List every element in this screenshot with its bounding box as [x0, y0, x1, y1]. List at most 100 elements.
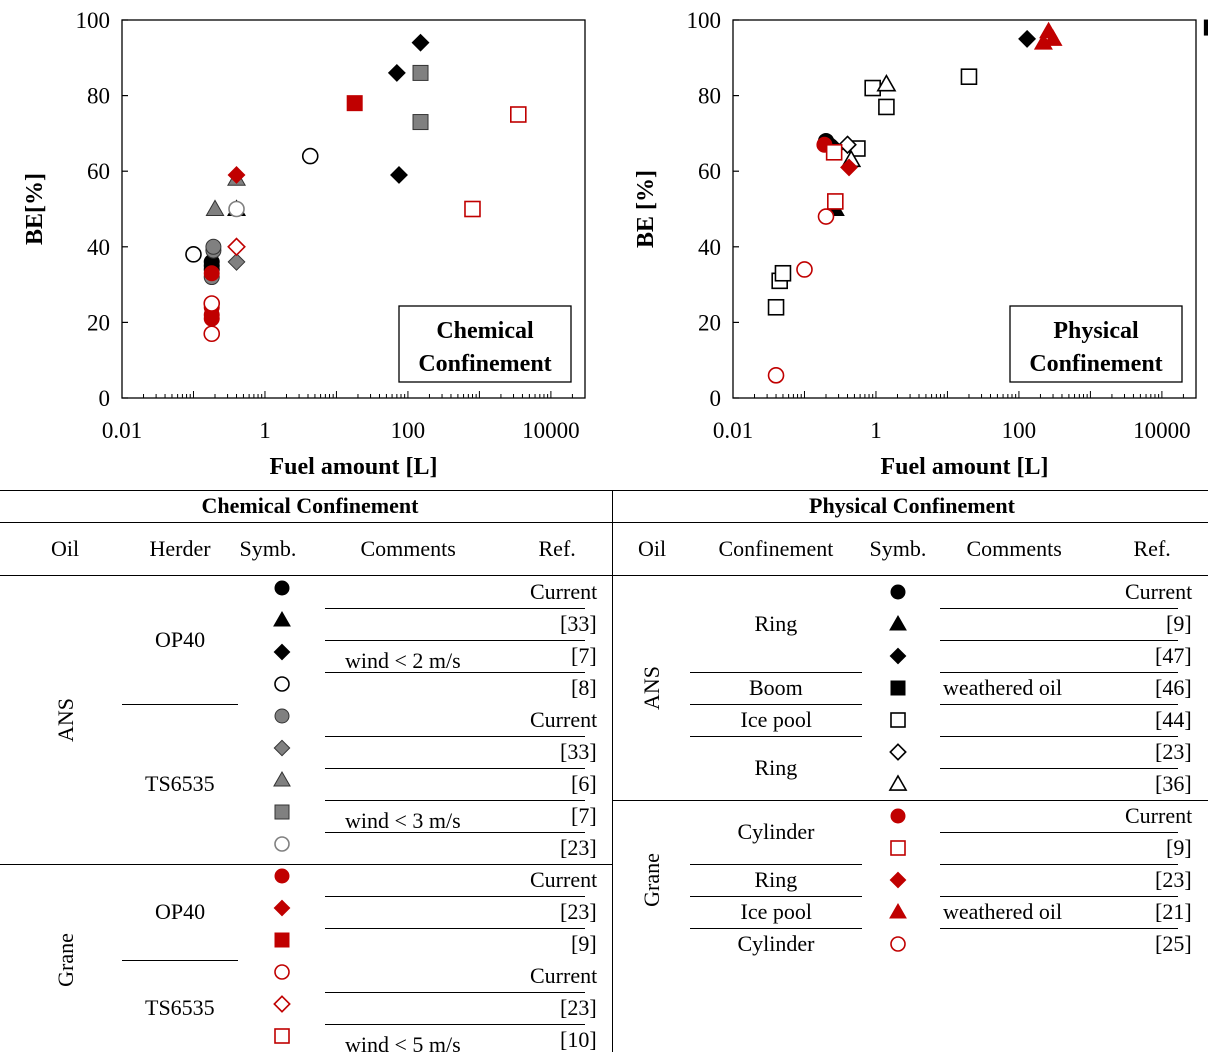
y-tick-label: 20: [87, 310, 110, 335]
data-point: [411, 33, 430, 52]
x-tick-label: 1: [870, 418, 882, 443]
symbol-mark: [274, 964, 290, 980]
confinement-label-line: Physical: [1053, 318, 1139, 344]
data-point: [203, 325, 221, 343]
y-tick-label: 40: [87, 235, 110, 260]
x-tick-label: 100: [1002, 418, 1037, 443]
comment: weathered oil: [943, 899, 1063, 924]
y-axis-label: BE[%]: [22, 173, 48, 245]
table-divider: [612, 490, 613, 1052]
symbol-diamond-open: [889, 743, 907, 761]
y-tick-label: 100: [76, 8, 111, 33]
data-point: [825, 144, 843, 161]
confinement-type: Ring: [754, 867, 798, 892]
symbol-mark: [273, 610, 291, 627]
ref: [47]: [1155, 643, 1192, 668]
confinement-label-line: Confinement: [1029, 351, 1162, 377]
herder-rule: [122, 960, 238, 961]
data-point: [228, 200, 245, 218]
oil-rule: [0, 864, 612, 865]
ref: [7]: [571, 803, 597, 828]
symbol-mark: [274, 836, 290, 852]
data-point: [878, 98, 895, 116]
symbol-diamond-filled: [273, 899, 291, 917]
ref: [6]: [571, 771, 597, 796]
row-rule: [325, 992, 585, 993]
ref: Current: [530, 867, 598, 892]
data-point: [227, 252, 246, 271]
data-point: [774, 264, 792, 282]
oil-name: Grane: [52, 933, 78, 987]
comment: wind < 3 m/s: [345, 808, 461, 833]
row-rule: [940, 608, 1178, 609]
y-tick-label: 60: [87, 159, 110, 184]
ref: [46]: [1155, 675, 1192, 700]
chart-2: 0 20 40 60 80 100 0.01 1 100 10000 Fuel amount [L]…: [633, 8, 1208, 480]
row-rule: [325, 832, 585, 833]
x-tick-label: 0.01: [102, 418, 142, 443]
oil-name: ANS: [53, 697, 79, 743]
y-tick-label: 100: [687, 8, 722, 33]
ref: Current: [530, 707, 598, 732]
left-header: Ref.: [538, 536, 576, 561]
symbol-mark: [890, 680, 906, 696]
row-rule: [325, 800, 585, 801]
symbol-mark: [890, 584, 906, 600]
symbol-diamond-filled: [273, 643, 291, 661]
x-tick-label: 100: [391, 418, 426, 443]
symbol-mark: [273, 770, 291, 787]
data-point: [1203, 19, 1208, 36]
comment: wind < 2 m/s: [345, 648, 461, 673]
ref: Current: [530, 579, 598, 604]
data-point: [227, 237, 246, 257]
row-rule: [325, 768, 585, 769]
ref: [23]: [560, 899, 597, 924]
data-point: [203, 265, 220, 282]
confinement-type: Ice pool: [740, 707, 812, 732]
y-tick-label: 20: [698, 310, 721, 335]
right-header: Confinement: [718, 536, 834, 561]
confinement-type: Cylinder: [737, 819, 815, 844]
data-point: [203, 310, 220, 327]
left-header: Oil: [51, 536, 80, 561]
data-point: [838, 135, 857, 155]
symbol-mark: [889, 902, 907, 919]
x-tick-label: 0.01: [713, 418, 753, 443]
symbol-triangle-open: [888, 774, 908, 791]
data-point: [203, 295, 221, 312]
data-point: [796, 261, 813, 278]
row-rule: [940, 928, 1178, 929]
data-point: [767, 298, 785, 316]
confinement-type: Cylinder: [737, 931, 815, 956]
ref: [25]: [1155, 931, 1192, 956]
data-point: [817, 208, 835, 225]
symbol-mark: [273, 739, 291, 757]
symbol-circle-filled: [274, 868, 290, 884]
row-rule: [325, 672, 585, 673]
x-tick-label: 1: [259, 418, 271, 443]
symbol-mark: [274, 932, 290, 948]
ref: [10]: [560, 1027, 597, 1052]
symbol-circle-open: [890, 936, 906, 952]
row-rule: [325, 608, 585, 609]
data-point: [827, 193, 844, 210]
ref: [23]: [1155, 739, 1192, 764]
data-point: [876, 74, 897, 92]
left-header: Symb.: [239, 536, 297, 561]
symbol-mark: [274, 804, 290, 820]
confinement-rule: [690, 704, 862, 705]
confinement-type: Ring: [754, 611, 798, 636]
right-header: Symb.: [869, 536, 927, 561]
confinement-rule: [690, 928, 862, 929]
confinement-type: Ring: [754, 755, 798, 780]
symbol-mark: [274, 708, 290, 724]
symbol-diamond-open: [273, 995, 291, 1013]
ref: [21]: [1155, 899, 1192, 924]
symbol-circle-open: [274, 676, 290, 692]
data-point: [412, 114, 429, 131]
confinement-label-line: Confinement: [418, 351, 551, 377]
symbol-triangle-filled: [273, 610, 291, 627]
symbol-mark: [890, 936, 906, 952]
data-point: [767, 367, 785, 384]
row-rule: [325, 736, 585, 737]
